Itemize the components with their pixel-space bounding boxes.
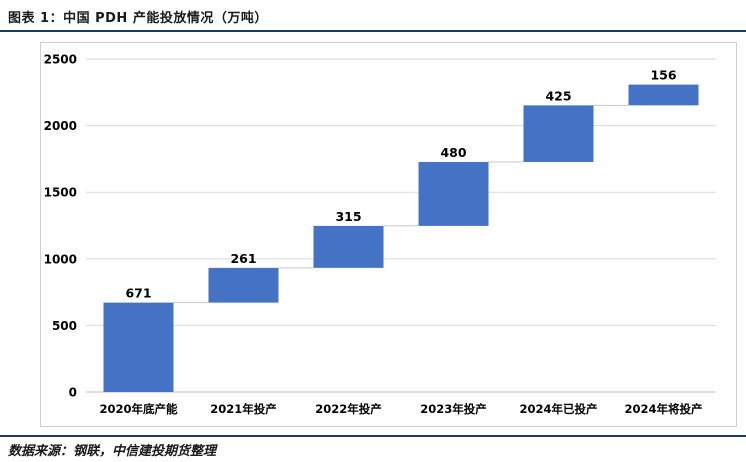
data-labels: 671 261 315 480 425 156 <box>125 68 676 301</box>
bar <box>208 267 279 303</box>
bar <box>103 302 174 392</box>
top-rule <box>0 30 746 32</box>
bar <box>628 84 699 106</box>
bar <box>313 225 384 268</box>
x-tick-label: 2022年投产 <box>315 402 382 416</box>
y-tick-label: 1000 <box>44 252 77 266</box>
y-tick-label: 2000 <box>44 119 77 133</box>
y-tick-label: 1500 <box>44 186 77 200</box>
chart-frame <box>40 42 737 427</box>
source-note: 数据来源：钢联，中信建投期货整理 <box>8 444 217 459</box>
bars <box>103 84 699 392</box>
figure-title: 图表 1：中国 PDH 产能投放情况（万吨） <box>8 11 268 26</box>
connectors <box>173 104 629 304</box>
y-tick-label: 500 <box>52 319 77 333</box>
data-label: 425 <box>545 88 571 103</box>
data-label: 671 <box>125 286 151 301</box>
data-label: 480 <box>440 145 466 160</box>
x-axis: 2020年底产能 2021年投产 2022年投产 2023年投产 2024年已投产 202… <box>99 402 702 416</box>
bar <box>523 105 594 162</box>
y-tick-label: 0 <box>69 386 77 400</box>
x-tick-label: 2023年投产 <box>420 402 487 416</box>
data-label: 156 <box>650 68 676 83</box>
x-tick-label: 2024年将投产 <box>624 402 702 416</box>
bar <box>418 161 489 226</box>
x-tick-label: 2020年底产能 <box>99 402 178 416</box>
data-label: 261 <box>230 251 256 266</box>
y-axis: 0 500 1000 1500 2000 2500 <box>44 53 77 400</box>
y-tick-label: 2500 <box>44 53 77 67</box>
x-tick-label: 2024年已投产 <box>519 402 597 416</box>
gridlines <box>86 58 716 393</box>
data-label: 315 <box>335 209 361 224</box>
x-tick-label: 2021年投产 <box>210 402 277 416</box>
bottom-rule <box>0 435 746 437</box>
